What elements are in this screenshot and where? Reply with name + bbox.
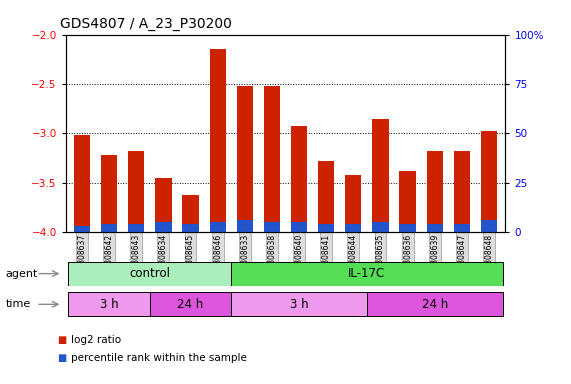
Bar xyxy=(291,126,307,232)
Bar xyxy=(481,131,497,232)
Bar xyxy=(182,195,199,232)
Text: ■: ■ xyxy=(57,353,66,363)
Bar xyxy=(231,262,502,286)
Bar xyxy=(155,178,171,232)
Bar xyxy=(236,220,253,232)
Bar xyxy=(372,222,389,232)
Bar xyxy=(155,222,171,232)
Bar xyxy=(210,50,226,232)
Bar xyxy=(236,86,253,232)
Text: GDS4807 / A_23_P30200: GDS4807 / A_23_P30200 xyxy=(60,17,232,31)
Bar xyxy=(345,175,361,232)
Text: time: time xyxy=(6,299,31,310)
Bar xyxy=(345,224,361,232)
Bar xyxy=(367,292,502,316)
Bar xyxy=(400,171,416,232)
Bar xyxy=(210,222,226,232)
Bar xyxy=(291,222,307,232)
Bar xyxy=(427,224,443,232)
Bar xyxy=(101,224,117,232)
Bar xyxy=(481,220,497,232)
Bar xyxy=(69,262,231,286)
Bar xyxy=(264,86,280,232)
Bar xyxy=(74,227,90,232)
Text: IL-17C: IL-17C xyxy=(348,267,385,280)
Bar xyxy=(69,292,150,316)
Text: 24 h: 24 h xyxy=(421,298,448,311)
Bar xyxy=(400,224,416,232)
Bar xyxy=(101,155,117,232)
Bar xyxy=(427,151,443,232)
Bar xyxy=(128,224,144,232)
Bar xyxy=(454,224,470,232)
Text: control: control xyxy=(129,267,170,280)
Bar xyxy=(318,224,335,232)
Text: agent: agent xyxy=(6,268,38,279)
Text: log2 ratio: log2 ratio xyxy=(71,335,122,345)
Text: ■: ■ xyxy=(57,335,66,345)
Bar xyxy=(74,136,90,232)
Text: 3 h: 3 h xyxy=(289,298,308,311)
Bar xyxy=(264,222,280,232)
Bar xyxy=(372,119,389,232)
Bar xyxy=(182,224,199,232)
Text: percentile rank within the sample: percentile rank within the sample xyxy=(71,353,247,363)
Text: 24 h: 24 h xyxy=(178,298,204,311)
Bar xyxy=(454,151,470,232)
Text: 3 h: 3 h xyxy=(100,298,118,311)
Bar xyxy=(231,292,367,316)
Bar xyxy=(150,292,231,316)
Bar xyxy=(128,151,144,232)
Bar xyxy=(318,161,335,232)
